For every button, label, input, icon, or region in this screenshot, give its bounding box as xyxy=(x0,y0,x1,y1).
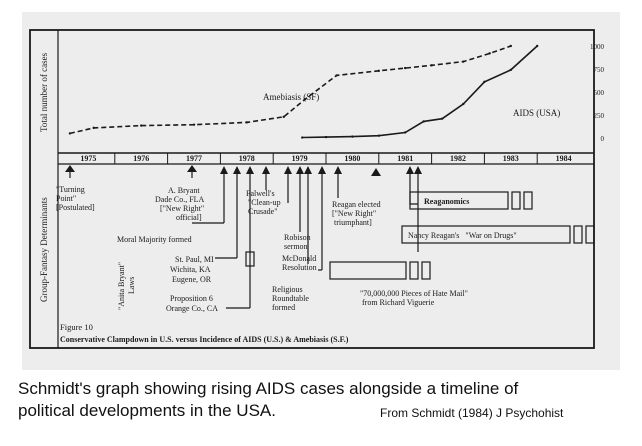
event-bryant-4: official] xyxy=(176,213,202,222)
series-0-point-6 xyxy=(303,98,307,101)
event-falwell-3: Crusade" xyxy=(248,207,277,216)
series-0-point-13 xyxy=(509,44,512,48)
series-1-point-8 xyxy=(483,80,486,84)
event-hate-mail-2: from Richard Viguerie xyxy=(362,298,435,307)
year-label-1984: 1984 xyxy=(556,154,572,163)
year-label-1978: 1978 xyxy=(239,154,255,163)
event-anita-1: "Anita Bryant" xyxy=(117,262,126,310)
event-turning-point-2: Point" xyxy=(56,194,76,203)
event-turning-point-1: "Turning xyxy=(56,185,85,194)
year-label-1975: 1975 xyxy=(80,154,96,163)
series-line-1 xyxy=(302,45,538,139)
series-0-point-9 xyxy=(404,66,407,70)
series-0-point-3 xyxy=(192,123,196,126)
caption-line-1: Schmidt's graph showing rising AIDS case… xyxy=(18,379,519,398)
series-1-point-2 xyxy=(351,135,354,138)
series-1-point-1 xyxy=(324,135,328,139)
series-0-point-1 xyxy=(92,126,95,130)
chart-ylabel: Total number of cases xyxy=(39,52,49,132)
event-bryant-1: A. Bryant xyxy=(168,186,200,195)
event-bryant-3: ["New Right" xyxy=(160,204,204,213)
series-0-point-4 xyxy=(245,121,248,124)
y-tick-label-3: 750 xyxy=(594,66,605,74)
series-1-point-6 xyxy=(440,117,444,120)
event-city-1: St. Paul, MI xyxy=(175,255,214,264)
event-city-3: Eugene, OR xyxy=(172,275,212,284)
series-0-point-10 xyxy=(430,64,433,67)
year-label-1983: 1983 xyxy=(503,154,519,163)
series-label-amebiasis: Amebiasis (SF) xyxy=(263,92,319,102)
figure-svg: Total number of cases Group-Fantasy Dete… xyxy=(29,29,605,349)
box-hate-mail xyxy=(329,261,407,280)
series-1-point-9 xyxy=(509,68,512,72)
event-prop6-2: Orange Co., CA xyxy=(166,304,218,313)
event-bryant-2: Dade Co., FLA xyxy=(155,195,205,204)
caption: Schmidt's graph showing rising AIDS case… xyxy=(18,378,628,422)
event-reagan-2: ["New Right" xyxy=(332,209,376,218)
event-connectors xyxy=(69,172,419,309)
y-tick-label-0: 0 xyxy=(601,135,605,143)
y-tick-label-2: 500 xyxy=(594,89,605,97)
figure-scan: Total number of cases Group-Fantasy Dete… xyxy=(22,12,620,370)
year-label-1977: 1977 xyxy=(186,154,202,163)
year-labels: 1975 1976 1977 1978 1979 1980 1981 1982 1983 1984 xyxy=(80,153,572,164)
box-reaganomics xyxy=(409,191,509,210)
year-label-1981: 1981 xyxy=(397,154,413,163)
y-tick-label-1: 250 xyxy=(594,112,605,120)
series-0-point-7 xyxy=(335,74,338,77)
event-hate-mail-1: "70,000,000 Pieces of Hate Mail" xyxy=(360,289,468,298)
duration-boxes xyxy=(245,191,595,280)
event-religious-1: Religious xyxy=(272,285,303,294)
series-lines xyxy=(68,44,539,139)
year-label-1976: 1976 xyxy=(133,154,149,163)
event-falwell-2: "Clean-up xyxy=(248,198,281,207)
series-1-point-4 xyxy=(404,131,407,134)
event-reagan-1: Reagan elected xyxy=(332,200,381,209)
caption-line-2: political developments in the USA. xyxy=(18,401,276,420)
series-1-point-7 xyxy=(462,102,465,106)
series-label-aids: AIDS (USA) xyxy=(513,108,560,118)
box-war-on-drugs xyxy=(401,225,571,244)
series-line-0 xyxy=(69,45,512,135)
event-turning-point-3: [Postulated] xyxy=(56,203,95,212)
series-1-point-10 xyxy=(536,44,539,48)
event-reaganomics: Reaganomics xyxy=(424,197,469,206)
year-label-1980: 1980 xyxy=(344,154,360,163)
event-prop6-1: Proposition 6 xyxy=(170,294,213,303)
caption-source: From Schmidt (1984) J Psychohist xyxy=(380,406,564,420)
event-moral-majority: Moral Majority formed xyxy=(117,235,192,244)
series-0-point-8 xyxy=(377,69,380,73)
event-religious-3: formed xyxy=(272,303,295,312)
event-falwell-1: Falwell's xyxy=(246,189,275,198)
event-reagan-3: triumphant] xyxy=(334,218,372,227)
year-label-1982: 1982 xyxy=(450,154,466,163)
event-anita-2: Laws xyxy=(127,277,136,294)
series-1-point-5 xyxy=(422,120,425,123)
event-robison-2: sermon xyxy=(284,242,308,251)
event-war-on-drugs: Nancy Reagan's "War on Drugs" xyxy=(408,231,517,240)
event-arrowheads xyxy=(65,165,422,176)
event-city-2: Wichita, KA xyxy=(170,265,211,274)
series-0-point-12 xyxy=(488,52,491,55)
year-label-1979: 1979 xyxy=(292,154,308,163)
event-mcdonald-2: Resolution xyxy=(282,263,317,272)
timeline-ylabel: Group-Fantasy Determinants xyxy=(39,197,49,302)
series-1-point-0 xyxy=(301,136,304,139)
event-religious-2: Roundtable xyxy=(272,294,309,303)
event-mcdonald-1: McDonald xyxy=(282,254,316,263)
figure-number: Figure 10 xyxy=(60,322,93,332)
series-1-point-3 xyxy=(377,134,380,137)
series-0-point-5 xyxy=(282,115,285,119)
event-robison-1: Robison xyxy=(284,233,311,242)
figure-title: Conservative Clampdown in U.S. versus In… xyxy=(60,335,349,344)
series-0-point-0 xyxy=(68,132,72,135)
y-tick-labels: 0 250 500 750 1000 xyxy=(590,43,605,143)
series-0-point-2 xyxy=(140,124,143,127)
figure-frame xyxy=(29,29,595,349)
series-0-point-11 xyxy=(462,60,465,63)
y-tick-label-4: 1000 xyxy=(590,43,605,51)
